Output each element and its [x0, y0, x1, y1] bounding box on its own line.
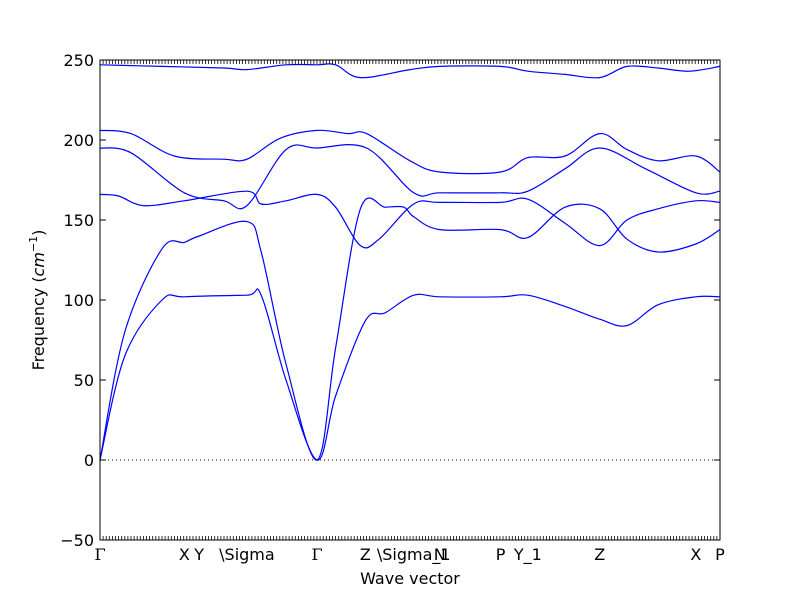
- branch-line-6: [99, 288, 721, 461]
- branch-line-4: [99, 190, 721, 249]
- y-axis-label-unit: cm: [29, 252, 48, 276]
- x-tick-label: P: [496, 545, 506, 564]
- y-tick-label: 200: [63, 131, 94, 150]
- y-axis-label: Frequency (cm−1): [27, 230, 48, 371]
- branch-line-2: [99, 129, 721, 175]
- x-tick-label: Γ: [94, 545, 105, 564]
- x-tick-label: X: [690, 545, 701, 564]
- y-tick-label: −50: [60, 531, 94, 550]
- x-tick-label: P: [715, 545, 725, 564]
- y-tick-label: 150: [63, 211, 94, 230]
- x-tick-label: \Sigma: [219, 545, 275, 564]
- x-axis-label: Wave vector: [360, 569, 460, 588]
- y-tick-label: 50: [74, 371, 94, 390]
- y-axis-label-exponent: −1: [27, 236, 40, 252]
- x-tick-label: Z: [360, 545, 371, 564]
- branch-line-5: [99, 197, 721, 461]
- x-tick-label: N: [434, 545, 446, 564]
- y-tick-label: 100: [63, 291, 94, 310]
- dispersion-lines: [99, 63, 721, 461]
- branch-line-3: [99, 144, 721, 210]
- x-tick-label: Y_1: [513, 545, 542, 565]
- branch-line-1: [99, 63, 721, 79]
- x-tick-label: Z: [594, 545, 605, 564]
- x-tick-label: X: [179, 545, 190, 564]
- x-tick-label: Y: [193, 545, 204, 564]
- x-tick-label: \Sigma_1: [377, 545, 451, 565]
- y-axis-label-prefix: Frequency (: [29, 276, 48, 370]
- y-axis-label-suffix: ): [29, 230, 48, 236]
- y-tick-label: 250: [63, 51, 94, 70]
- x-tick-label: Γ: [311, 545, 322, 564]
- y-tick-label: 0: [84, 451, 94, 470]
- plot-frame: [99, 59, 721, 541]
